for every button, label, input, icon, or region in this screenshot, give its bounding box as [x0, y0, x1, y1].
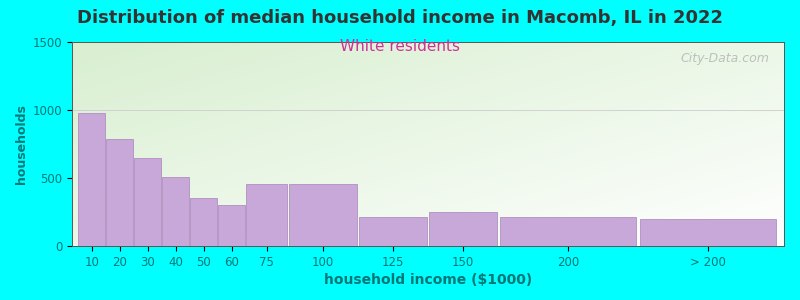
Bar: [218, 205, 246, 246]
Bar: [640, 220, 776, 246]
Text: Distribution of median household income in Macomb, IL in 2022: Distribution of median household income …: [77, 9, 723, 27]
Bar: [106, 139, 134, 246]
Bar: [429, 212, 497, 246]
Bar: [359, 217, 427, 246]
Bar: [289, 184, 357, 246]
Text: City-Data.com: City-Data.com: [681, 52, 770, 65]
Bar: [78, 113, 106, 246]
Bar: [190, 198, 218, 246]
Bar: [246, 184, 287, 246]
Bar: [162, 177, 190, 246]
X-axis label: household income ($1000): household income ($1000): [324, 273, 532, 287]
Y-axis label: households: households: [15, 104, 29, 184]
Bar: [134, 158, 162, 246]
Bar: [500, 217, 636, 246]
Text: White residents: White residents: [340, 39, 460, 54]
